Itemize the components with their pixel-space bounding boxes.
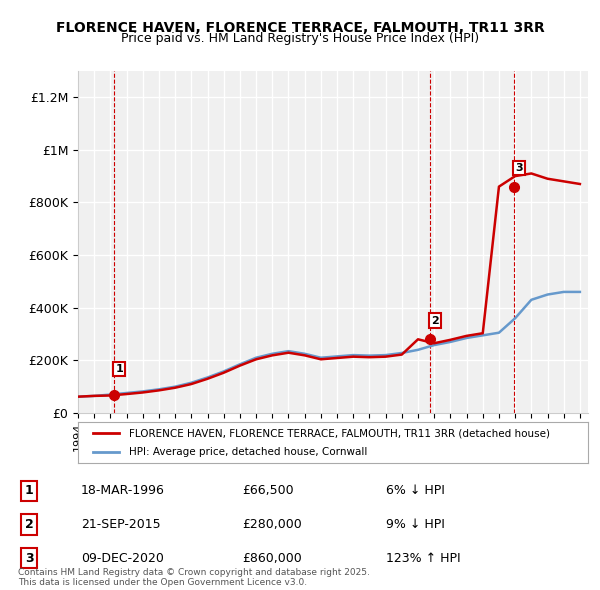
Text: 6% ↓ HPI: 6% ↓ HPI: [386, 484, 445, 497]
Text: £66,500: £66,500: [242, 484, 294, 497]
Text: 1: 1: [25, 484, 34, 497]
Text: 1: 1: [115, 364, 123, 374]
Text: HPI: Average price, detached house, Cornwall: HPI: Average price, detached house, Corn…: [129, 447, 367, 457]
Text: Price paid vs. HM Land Registry's House Price Index (HPI): Price paid vs. HM Land Registry's House …: [121, 32, 479, 45]
Text: 3: 3: [25, 552, 34, 565]
Text: FLORENCE HAVEN, FLORENCE TERRACE, FALMOUTH, TR11 3RR (detached house): FLORENCE HAVEN, FLORENCE TERRACE, FALMOU…: [129, 428, 550, 438]
Text: Contains HM Land Registry data © Crown copyright and database right 2025.
This d: Contains HM Land Registry data © Crown c…: [18, 568, 370, 587]
Text: 9% ↓ HPI: 9% ↓ HPI: [386, 518, 445, 531]
Text: £280,000: £280,000: [242, 518, 302, 531]
Text: 123% ↑ HPI: 123% ↑ HPI: [386, 552, 461, 565]
Text: £860,000: £860,000: [242, 552, 302, 565]
Text: 09-DEC-2020: 09-DEC-2020: [81, 552, 164, 565]
Text: 2: 2: [25, 518, 34, 531]
Text: 18-MAR-1996: 18-MAR-1996: [81, 484, 165, 497]
Text: 3: 3: [515, 163, 523, 173]
Text: FLORENCE HAVEN, FLORENCE TERRACE, FALMOUTH, TR11 3RR: FLORENCE HAVEN, FLORENCE TERRACE, FALMOU…: [56, 21, 544, 35]
Text: 2: 2: [431, 316, 439, 326]
Text: 21-SEP-2015: 21-SEP-2015: [81, 518, 161, 531]
